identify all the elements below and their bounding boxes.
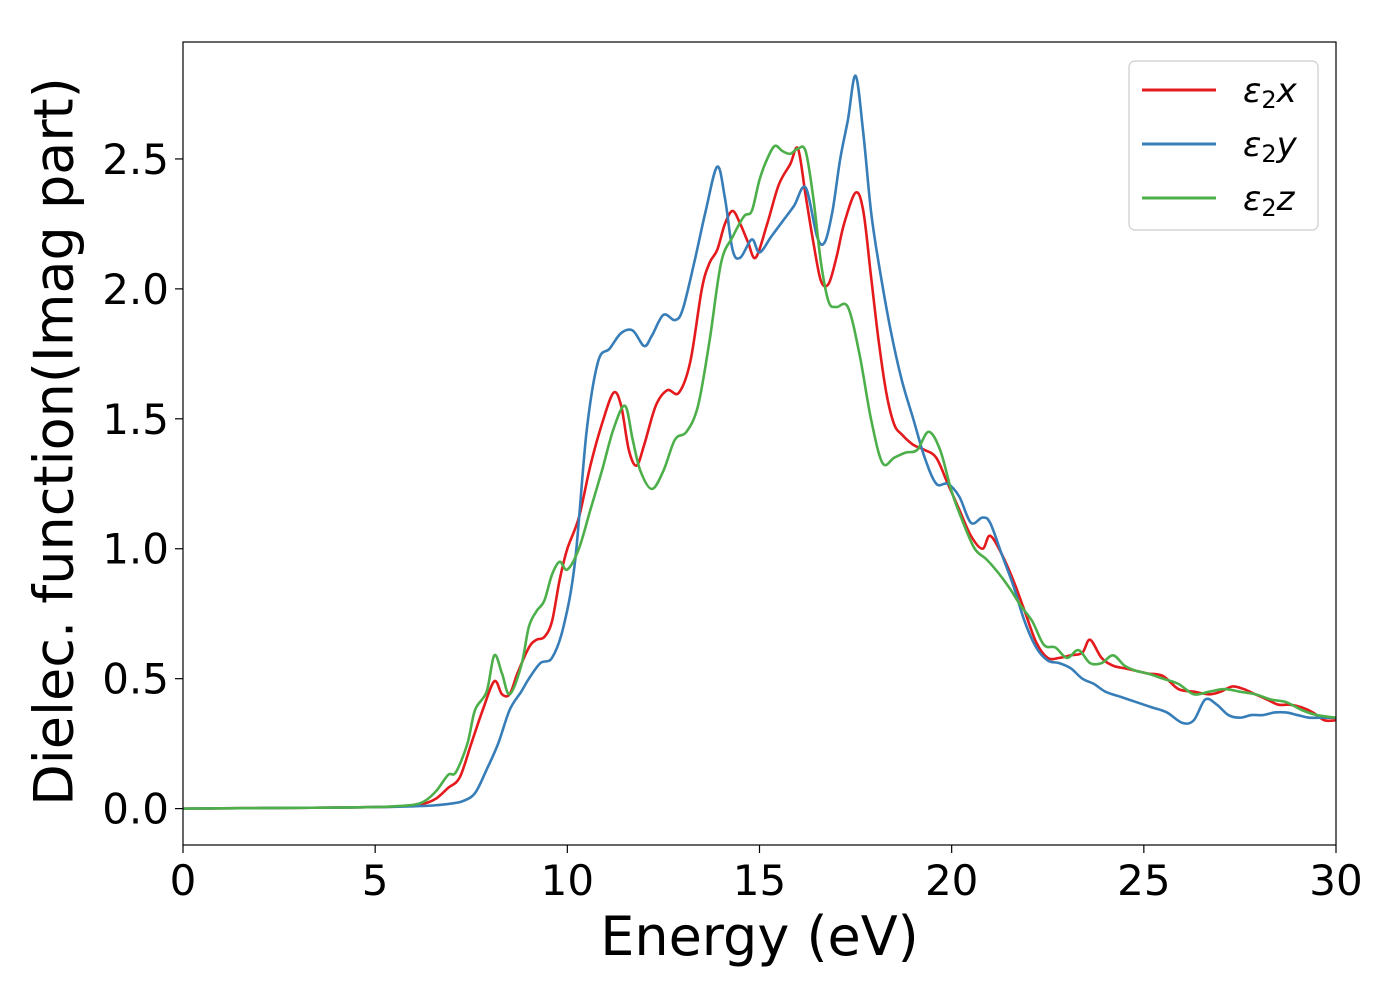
legend-label-x: ε2x bbox=[1243, 71, 1298, 114]
legend-box bbox=[1128, 60, 1319, 231]
legend: ε2x ε2y ε2z bbox=[1128, 60, 1319, 231]
ticks-layer: 0 5 10 15 20 25 30 0.0 0.5 1.0 1.5 2.0 2.5 bbox=[102, 135, 1363, 905]
series-line-x bbox=[183, 146, 1336, 810]
x-axis-label: Energy (eV) bbox=[600, 905, 919, 968]
series-line-z bbox=[183, 144, 1336, 810]
x-tick-label: 30 bbox=[1309, 856, 1362, 905]
x-tick-label: 25 bbox=[1117, 856, 1170, 905]
y-tick-label: 1.5 bbox=[102, 395, 169, 444]
x-tick-label: 10 bbox=[541, 856, 594, 905]
x-tick-label: 5 bbox=[362, 856, 389, 905]
y-tick-label: 2.0 bbox=[102, 265, 169, 314]
y-tick-label: 1.0 bbox=[102, 525, 169, 574]
series-line-y bbox=[183, 74, 1336, 810]
y-axis-label: Dielec. function(Imag part) bbox=[23, 77, 86, 806]
plot-frame bbox=[182, 41, 1337, 846]
x-tick-label: 0 bbox=[170, 856, 197, 905]
plot-area bbox=[183, 74, 1336, 810]
legend-label-y: ε2y bbox=[1243, 125, 1298, 168]
x-tick-label: 20 bbox=[925, 856, 978, 905]
legend-label-z: ε2z bbox=[1243, 179, 1296, 222]
y-tick-label: 2.5 bbox=[102, 135, 169, 184]
y-tick-label: 0.0 bbox=[102, 785, 169, 834]
x-tick-label: 15 bbox=[733, 856, 786, 905]
y-tick-label: 0.5 bbox=[102, 655, 169, 704]
